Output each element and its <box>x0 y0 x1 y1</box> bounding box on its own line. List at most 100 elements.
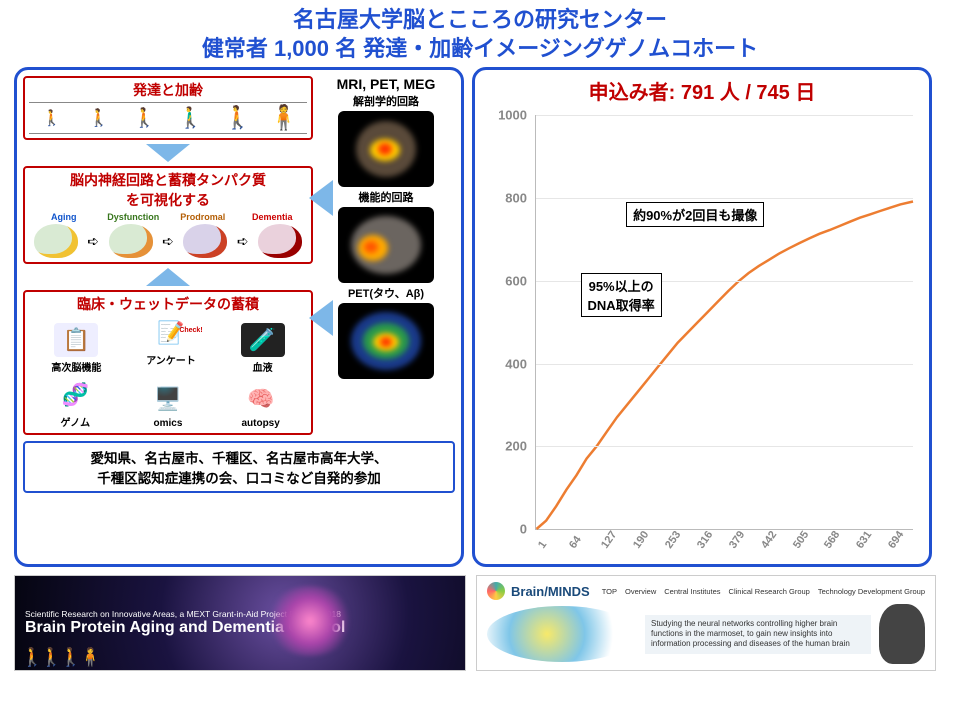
banner-brain-minds: Brain/MINDS TOP Overview Central Institute… <box>476 575 936 671</box>
recruitment-text: 愛知県、名古屋市、千種区、名古屋市高年大学、 千種区認知症連携の会、口コミなど自… <box>23 441 455 493</box>
clinical-label: omics <box>146 418 190 429</box>
x-tick: 568 <box>822 529 842 551</box>
nav-item[interactable]: TOP <box>602 587 617 596</box>
banner-left-big: Brain Protein Aging and Dementia Control <box>25 619 455 637</box>
scan-functional <box>338 207 434 283</box>
walker-row: 🚶 🚶 🚶 🚶‍♂️ 🚶 🧍 <box>29 102 307 134</box>
clinical-item: 🧠 autopsy <box>239 382 283 429</box>
y-tick: 1000 <box>498 108 527 123</box>
clinical-icon: 🧬 <box>53 378 97 412</box>
clinical-item: 🧬ゲノム <box>53 378 97 429</box>
mri-sub1: 解剖学的回路 <box>317 93 455 109</box>
stage-label: Dysfunction <box>99 212 169 222</box>
clinical-row1: 📋 高次脳機能 📝アンケートCheck! 🧪 血液 <box>29 316 307 374</box>
x-tick: 190 <box>631 529 651 551</box>
x-tick: 505 <box>791 529 811 551</box>
annotation-90pct: 約90%が2回目も撮像 <box>626 202 764 227</box>
nav-item[interactable]: Technology Development Group <box>818 587 925 596</box>
walker-icon: 🧍 <box>269 104 299 133</box>
mri-column: MRI, PET, MEG 解剖学的回路 機能的回路 PET(タウ、Aβ) <box>317 76 455 381</box>
box3-title: 臨床・ウェットデータの蓄積 <box>29 294 307 314</box>
x-axis: 164127190253316379442505568631694 <box>535 532 913 562</box>
brain-minds-logo-text: Brain/MINDS <box>511 584 590 599</box>
banner-row: Scientific Research on Innovative Areas,… <box>0 567 960 671</box>
y-tick: 600 <box>505 273 527 288</box>
box-visualize: 脳内神経回路と蓄積タンパク質 を可視化する AgingDysfunctionPr… <box>23 166 313 264</box>
banner-left-small: Scientific Research on Innovative Areas,… <box>25 609 455 619</box>
walker-icon: 🚶 <box>88 108 109 128</box>
network-graphic-icon <box>487 606 637 662</box>
x-tick: 316 <box>695 529 715 551</box>
y-tick: 200 <box>505 439 527 454</box>
brain-stage-icon <box>258 224 302 258</box>
nav-item[interactable]: Overview <box>625 587 656 596</box>
walker-icon: 🚶‍♂️ <box>178 106 204 130</box>
x-tick: 64 <box>567 534 584 551</box>
scan-anatomical <box>338 111 434 187</box>
clinical-item: 🖥️ omics <box>146 382 190 429</box>
brain-minds-nav: TOP Overview Central Institutes Clinical Re… <box>602 587 925 596</box>
brain-stage-icon <box>34 224 78 258</box>
stage-label: Dementia <box>238 212 308 222</box>
arrow-down-2 <box>146 268 190 286</box>
clinical-label: 高次脳機能 <box>51 359 101 374</box>
chart-title: 申込み者: 791 人 / 745 日 <box>485 76 919 105</box>
mri-title: MRI, PET, MEG <box>317 76 455 92</box>
nav-item[interactable]: Central Institutes <box>664 587 720 596</box>
clinical-label: 血液 <box>241 359 285 374</box>
chart-line <box>536 115 913 529</box>
clinical-icon: 🧠 <box>239 382 283 416</box>
walker-icon: 🚶 <box>133 107 157 129</box>
chevron-icon: ➪ <box>87 233 99 250</box>
clinical-item: 📋 高次脳機能 <box>51 323 101 374</box>
marmoset-icon <box>879 604 925 664</box>
brain-stage-icon <box>183 224 227 258</box>
page-title: 名古屋大学脳とこころの研究センター 健常者 1,000 名 発達・加齢イメージン… <box>0 6 960 63</box>
box-clinical: 臨床・ウェットデータの蓄積 📋 高次脳機能 📝アンケートCheck! 🧪 血液 🧬ゲノム… <box>23 290 313 435</box>
arrow-left-2 <box>309 300 333 336</box>
clinical-icon: 📋 <box>54 323 98 357</box>
title-line1: 名古屋大学脳とこころの研究センター <box>0 6 960 35</box>
brain-stage-icon <box>109 224 153 258</box>
walker-icon: 🚶 <box>223 105 251 132</box>
banner-brain-protein: Scientific Research on Innovative Areas,… <box>14 575 466 671</box>
mri-sub2: 機能的回路 <box>317 189 455 205</box>
chart-area: 02004006008001000 1641271902533163794425… <box>487 109 917 560</box>
brain-minds-legend: Studying the neural networks controlling… <box>645 615 871 654</box>
chevron-icon: ➪ <box>237 233 249 250</box>
stage-brains: ➪ ➪ ➪ <box>29 224 307 258</box>
x-tick: 631 <box>854 529 874 551</box>
mri-sub3: PET(タウ、Aβ) <box>317 285 455 301</box>
x-tick: 253 <box>663 529 683 551</box>
clinical-icon: 🖥️ <box>146 382 190 416</box>
y-tick: 800 <box>505 190 527 205</box>
box2-title: 脳内神経回路と蓄積タンパク質 を可視化する <box>29 170 307 210</box>
clinical-icon: 🧪 <box>241 323 285 357</box>
walker-icon: 🚶 <box>43 109 62 127</box>
arrow-down-1 <box>146 144 190 162</box>
x-tick: 1 <box>536 539 549 551</box>
clinical-item: 🧪 血液 <box>241 323 285 374</box>
chart-panel: 申込み者: 791 人 / 745 日 0 200 400 600 800 1000 1 6… <box>472 67 932 567</box>
y-tick: 0 <box>520 522 527 537</box>
x-tick: 379 <box>727 529 747 551</box>
clinical-label: アンケート <box>146 352 196 367</box>
chevron-icon: ➪ <box>162 233 174 250</box>
brain-minds-logo-icon <box>487 582 505 600</box>
scan-pet <box>338 303 434 379</box>
stage-label: Prodromal <box>168 212 238 222</box>
plot-area <box>535 115 913 530</box>
x-tick: 127 <box>599 529 619 551</box>
y-axis: 02004006008001000 <box>487 109 531 530</box>
stage-label: Aging <box>29 212 99 222</box>
silhouettes-icon: 🚶🚶🚶🧍 <box>21 647 99 668</box>
annotation-dna: 95%以上の DNA取得率 <box>581 273 662 317</box>
box-development-aging: 発達と加齢 🚶🚶🚶🚶‍♂️🚶🧍 <box>23 76 313 140</box>
title-line2: 健常者 1,000 名 発達・加齢イメージングゲノムコホート <box>0 35 960 64</box>
y-tick: 400 <box>505 356 527 371</box>
clinical-item: 📝アンケートCheck! <box>146 316 196 374</box>
arrow-left-1 <box>309 180 333 216</box>
stage-labels: AgingDysfunctionProdromalDementia <box>29 212 307 222</box>
nav-item[interactable]: Clinical Research Group <box>729 587 810 596</box>
clinical-label: autopsy <box>239 418 283 429</box>
